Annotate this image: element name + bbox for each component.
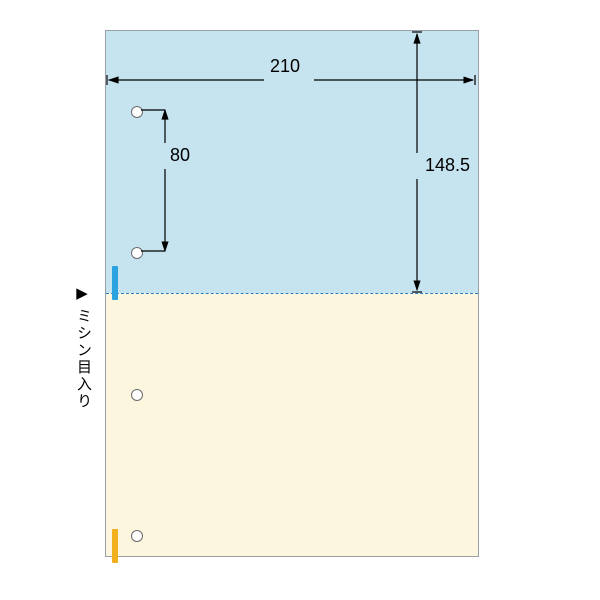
- perforation-label-text: ミシン目入り: [75, 308, 92, 410]
- barcode-mark-top: [112, 266, 118, 300]
- height-dimension-label: 148.5: [425, 155, 470, 176]
- barcode-mark-bottom: [112, 529, 118, 563]
- perforation-line: [106, 293, 478, 294]
- width-dimension-label: 210: [270, 56, 300, 77]
- punch-hole: [131, 530, 143, 542]
- triangle-right-icon: ▶: [76, 284, 90, 302]
- paper-sheet: [105, 30, 479, 557]
- punch-hole: [131, 247, 143, 259]
- punch-hole: [131, 106, 143, 118]
- perforation-label: ▶ ミシン目入り: [73, 286, 94, 410]
- panel-bottom: [106, 294, 478, 556]
- punch-hole: [131, 389, 143, 401]
- hole-spacing-dimension-label: 80: [170, 145, 190, 166]
- diagram-stage: 210 148.5 80 ▶ ミシン目入り: [0, 0, 600, 600]
